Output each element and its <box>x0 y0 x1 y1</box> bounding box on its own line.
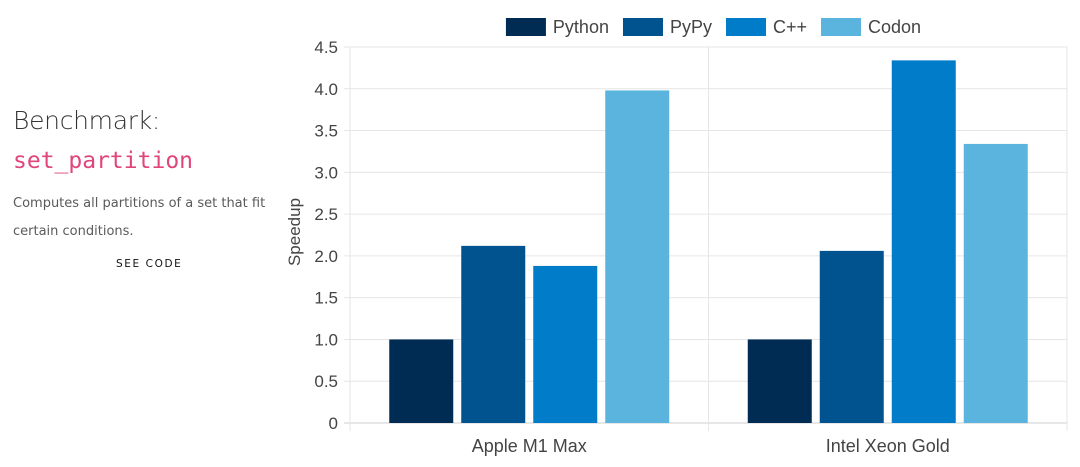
legend-swatch <box>821 18 862 36</box>
y-tick-label: 4.0 <box>314 80 338 99</box>
bar-pypy-0 <box>461 245 526 423</box>
x-category-label: Intel Xeon Gold <box>826 436 950 456</box>
y-tick-label: 0 <box>329 414 338 433</box>
bar-cpp-0 <box>533 265 598 423</box>
y-tick-label: 3.0 <box>314 163 338 182</box>
y-axis-title: Speedup <box>285 198 304 266</box>
benchmark-heading: Benchmark: <box>13 106 161 135</box>
benchmark-description: Computes all partitions of a set that fi… <box>13 196 266 239</box>
y-tick-label: 1.0 <box>314 330 338 349</box>
bar-cpp-1 <box>891 60 956 423</box>
see-code-link[interactable]: SEE CODE <box>116 258 183 270</box>
x-axis-categories: Apple M1 Max Intel Xeon Gold <box>472 436 950 456</box>
chart-legend: Python PyPy C++ Codon <box>505 17 921 37</box>
bar-python-1 <box>747 339 812 423</box>
y-tick-label: 1.5 <box>314 289 338 308</box>
bar-codon-0 <box>605 90 670 424</box>
legend-label[interactable]: Python <box>553 17 609 37</box>
benchmark-name: set_partition <box>13 148 194 174</box>
legend-label[interactable]: Codon <box>868 17 921 37</box>
bar-pypy-1 <box>819 250 884 423</box>
y-tick-label: 2.0 <box>314 247 338 266</box>
legend-swatch <box>622 18 663 36</box>
bar-codon-1 <box>963 143 1028 423</box>
y-axis-ticks: 0 0.5 1.0 1.5 2.0 2.5 3.0 3.5 4.0 4.5 <box>314 38 338 433</box>
x-category-label: Apple M1 Max <box>472 436 587 456</box>
legend-label[interactable]: PyPy <box>670 17 712 37</box>
chart-bars <box>389 60 1028 424</box>
legend-swatch <box>505 18 546 36</box>
bar-python-0 <box>389 339 454 423</box>
legend-swatch <box>725 18 766 36</box>
benchmark-info: Benchmark: set_partition Computes all pa… <box>13 100 275 270</box>
y-tick-label: 3.5 <box>314 122 338 141</box>
y-tick-label: 2.5 <box>314 205 338 224</box>
y-tick-label: 4.5 <box>314 38 338 57</box>
y-tick-label: 0.5 <box>314 372 338 391</box>
legend-label[interactable]: C++ <box>773 17 807 37</box>
